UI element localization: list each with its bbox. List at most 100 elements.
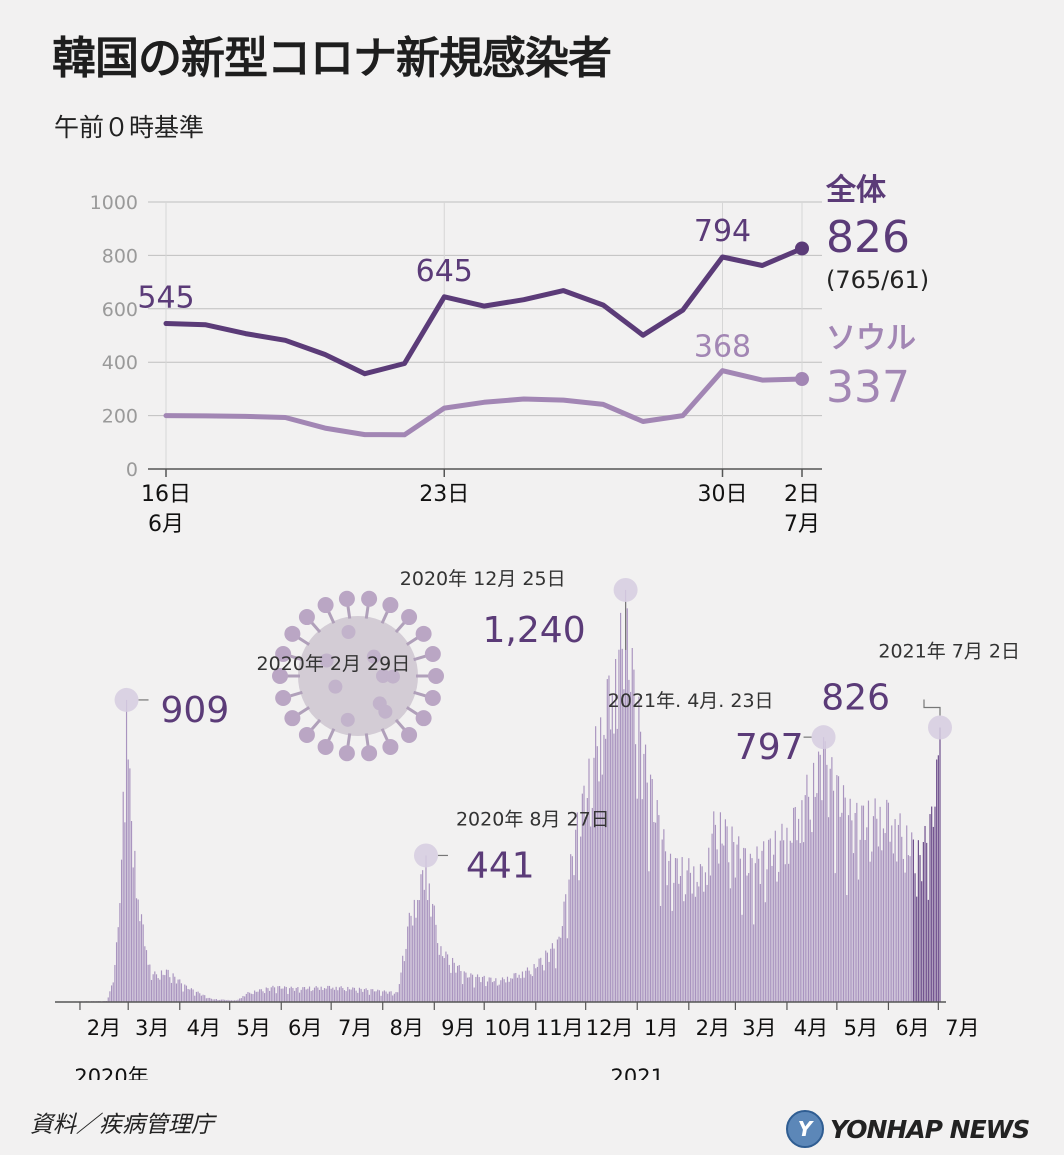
bar: [608, 675, 610, 1002]
bar: [816, 793, 818, 1002]
bar: [603, 734, 605, 1002]
virus-spike-stem: [364, 604, 370, 619]
bar: [646, 782, 648, 1002]
bar: [300, 989, 302, 1002]
bar: [598, 781, 600, 1002]
bar: [621, 648, 623, 1002]
bar: [698, 886, 700, 1002]
virus-spike: [424, 646, 441, 663]
annotation-leader: [923, 699, 941, 716]
virus-spike-stem: [380, 609, 390, 624]
bar: [380, 995, 382, 1002]
bar: [856, 802, 858, 1002]
bar: [455, 972, 457, 1002]
virus-spike: [415, 710, 432, 727]
bar: [149, 964, 151, 1002]
bar: [630, 691, 632, 1002]
bar: [738, 836, 740, 1002]
bar: [501, 977, 504, 1002]
virus-spike-stem: [346, 604, 352, 619]
bar: [936, 759, 938, 1002]
bar: [440, 946, 442, 1002]
bar: [465, 972, 467, 1002]
bar: [117, 927, 119, 1002]
bar: [134, 850, 136, 1002]
bar: [297, 987, 299, 1002]
bar: [666, 885, 668, 1002]
bar: [894, 819, 896, 1002]
bar: [876, 818, 878, 1002]
bar: [450, 972, 452, 1002]
bar: [824, 741, 826, 1002]
bar: [327, 985, 329, 1002]
bar: [375, 991, 377, 1002]
bar: [490, 977, 492, 1002]
bar-chart: 2月 3月 4月 5月 6月 7月 8月 9月 10月 11月 12月 1月 2月 3月 4月 5月 6月 7月 2…: [55, 568, 1020, 1080]
bar: [536, 966, 539, 1002]
bar: [397, 992, 399, 1002]
bar: [185, 985, 188, 1002]
month-label: 2月: [87, 1016, 121, 1040]
annotation-marker: [613, 577, 638, 602]
bar: [588, 758, 590, 1002]
month-label: 2月: [696, 1016, 730, 1040]
bar: [703, 891, 705, 1002]
bar: [799, 843, 801, 1002]
virus-spike: [361, 745, 378, 762]
bar: [525, 970, 527, 1002]
year-label: 2020年: [74, 1065, 148, 1080]
x-tick-label: 16日: [141, 482, 191, 507]
bar: [473, 987, 475, 1002]
bar: [849, 798, 851, 1002]
bar: [550, 948, 552, 1002]
bar: [259, 989, 261, 1002]
bar: [641, 799, 643, 1002]
bar: [430, 916, 432, 1002]
bar: [184, 984, 186, 1002]
bar: [460, 971, 462, 1002]
bar: [152, 974, 154, 1002]
annotation-marker: [114, 687, 139, 712]
x-tick-sublabel: 6月: [148, 512, 184, 537]
bar: [194, 995, 196, 1002]
point-label: 368: [694, 330, 751, 365]
bar: [468, 977, 470, 1002]
bar: [639, 731, 642, 1002]
bar: [202, 994, 204, 1002]
bar: [476, 974, 479, 1002]
bar: [217, 999, 219, 1002]
virus-spike: [338, 590, 355, 607]
bar: [405, 948, 407, 1002]
bar: [842, 785, 845, 1002]
month-label: 7月: [338, 1016, 372, 1040]
virus-spike: [366, 649, 381, 664]
bar: [352, 987, 354, 1002]
virus-spike-stem: [364, 733, 370, 748]
bar: [714, 824, 717, 1002]
bar: [308, 986, 311, 1002]
bar: [626, 608, 628, 1002]
bar: [620, 612, 622, 1002]
bar: [922, 842, 924, 1002]
bar: [132, 867, 134, 1002]
y-tick-label: 400: [102, 352, 138, 374]
bar: [927, 899, 929, 1002]
bar: [230, 1000, 232, 1002]
bar: [926, 842, 928, 1002]
bar: [377, 989, 379, 1002]
bar: [235, 1000, 237, 1002]
bar: [333, 989, 336, 1002]
bar: [545, 950, 547, 1002]
bar: [110, 985, 113, 1002]
bar: [889, 841, 891, 1002]
bar: [257, 991, 259, 1002]
y-tick-label: 200: [102, 406, 138, 428]
virus-spike: [328, 679, 343, 694]
bar: [779, 840, 781, 1002]
bar: [872, 816, 875, 1002]
bar: [307, 988, 309, 1002]
bar: [237, 999, 239, 1002]
bar: [556, 939, 558, 1002]
bar: [481, 976, 484, 1002]
bar: [471, 974, 474, 1002]
